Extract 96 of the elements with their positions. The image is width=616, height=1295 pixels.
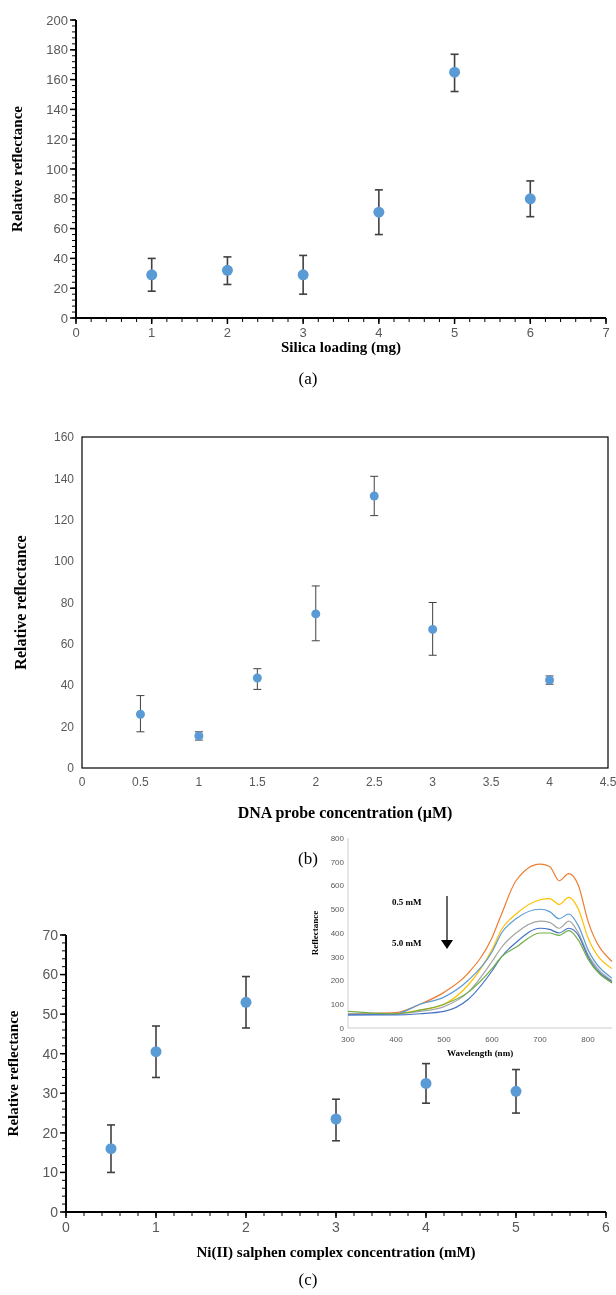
y-tick-label: 160 — [53, 430, 75, 445]
x-tick-label: 0 — [78, 775, 86, 789]
point — [105, 1143, 117, 1155]
point — [449, 66, 461, 78]
text: (c) — [298, 1270, 318, 1289]
y-axis-title: Relative reflectance — [12, 535, 29, 670]
y-tick-label: 60 — [60, 637, 75, 652]
point — [420, 1077, 432, 1089]
x-tick-label: 3 — [429, 775, 437, 789]
y-tick-label: 600 — [330, 881, 345, 891]
x-tick-label: 5 — [450, 325, 459, 340]
x-tick-label: 800 — [581, 1035, 596, 1044]
y-tick-label: 40 — [60, 678, 75, 693]
y-axis-title: Reflectance — [310, 910, 320, 956]
x-tick-label: 7 — [602, 325, 610, 340]
y-tick-label: 0 — [67, 761, 75, 776]
y-tick-label: 180 — [46, 42, 68, 58]
point — [252, 673, 262, 683]
point — [510, 1085, 522, 1097]
x-tick-label: 500 — [437, 1035, 452, 1044]
y-tick-label: 0 — [60, 310, 68, 326]
point — [311, 609, 321, 619]
point — [369, 491, 379, 501]
point — [150, 1046, 162, 1058]
point — [146, 269, 158, 281]
x-tick-label: 3 — [299, 325, 307, 340]
y-tick-label: 0 — [50, 1203, 59, 1220]
y-tick-label: 20 — [53, 280, 68, 296]
y-tick-label: 60 — [53, 221, 68, 237]
x-tick-label: 3.5 — [482, 775, 500, 789]
y-tick-label: 40 — [53, 250, 68, 266]
y-tick-label: 50 — [42, 1006, 59, 1023]
x-tick-label: 600 — [485, 1035, 500, 1044]
x-tick-label: 1 — [148, 325, 156, 340]
y-tick-label: 120 — [53, 512, 75, 527]
x-tick-label: 300 — [341, 1035, 356, 1044]
x-tick-label: 1 — [195, 775, 203, 789]
point — [221, 264, 233, 276]
y-axis-title: Relative reflectance — [5, 1010, 21, 1137]
x-tick-label: 3 — [332, 1219, 341, 1235]
annotation: 0.5 mM — [392, 897, 422, 907]
x-tick-label: 4.5 — [599, 775, 616, 789]
x-tick-label: 6 — [526, 325, 534, 340]
y-tick-label: 70 — [42, 926, 59, 943]
point — [524, 193, 536, 205]
y-tick-label: 400 — [330, 928, 345, 938]
text: (b) — [298, 849, 318, 868]
y-axis-title: Relative reflectance — [9, 105, 25, 232]
y-tick-label: 0 — [339, 1023, 345, 1033]
point — [330, 1113, 342, 1125]
y-tick-label: 700 — [330, 857, 345, 867]
y-tick-label: 60 — [42, 966, 59, 983]
text: (a) — [298, 369, 318, 388]
point — [240, 996, 252, 1008]
x-axis-title: DNA probe concentration (µM) — [237, 804, 453, 822]
x-tick-label: 4 — [546, 775, 554, 789]
y-tick-label: 100 — [330, 1000, 345, 1010]
annotation: 5.0 mM — [392, 938, 422, 948]
x-tick-label: 2 — [242, 1219, 251, 1235]
y-tick-label: 80 — [60, 595, 75, 610]
y-tick-label: 200 — [330, 976, 345, 986]
y-tick-label: 20 — [42, 1124, 59, 1141]
point — [135, 709, 145, 719]
point — [297, 269, 309, 281]
y-tick-label: 300 — [330, 952, 345, 962]
y-tick-label: 500 — [330, 905, 345, 915]
x-tick-label: 5 — [512, 1219, 521, 1235]
y-tick-label: 800 — [330, 833, 345, 843]
y-tick-label: 40 — [42, 1045, 59, 1062]
y-tick-label: 20 — [60, 719, 75, 734]
y-tick-label: 10 — [42, 1164, 59, 1181]
y-tick-label: 80 — [53, 191, 68, 207]
x-tick-label: 4 — [375, 325, 383, 340]
x-axis-title: Silica loading (mg) — [280, 339, 402, 356]
x-tick-label: 2 — [312, 775, 320, 789]
x-tick-label: 400 — [389, 1035, 404, 1044]
x-tick-label: 2.5 — [365, 775, 383, 789]
point — [428, 624, 438, 634]
y-tick-label: 30 — [42, 1085, 59, 1102]
x-axis-title: Ni(II) salphen complex concentration (mM) — [196, 1244, 476, 1261]
x-tick-label: 6 — [602, 1219, 611, 1235]
y-tick-label: 100 — [53, 554, 75, 569]
x-tick-label: 1.5 — [248, 775, 266, 789]
x-tick-label: 2 — [223, 325, 232, 340]
y-tick-label: 100 — [46, 161, 68, 177]
x-tick-label: 4 — [422, 1219, 431, 1235]
y-tick-label: 140 — [46, 101, 68, 117]
x-tick-label: 700 — [533, 1035, 548, 1044]
x-tick-label: 0.5 — [132, 775, 150, 789]
x-tick-label: 1 — [152, 1219, 161, 1235]
point — [373, 206, 385, 218]
y-tick-label: 200 — [46, 12, 68, 28]
y-tick-label: 140 — [53, 471, 75, 486]
y-tick-label: 160 — [46, 72, 68, 88]
y-tick-label: 120 — [46, 131, 68, 147]
x-axis-title: Wavelength (nm) — [446, 1048, 514, 1058]
